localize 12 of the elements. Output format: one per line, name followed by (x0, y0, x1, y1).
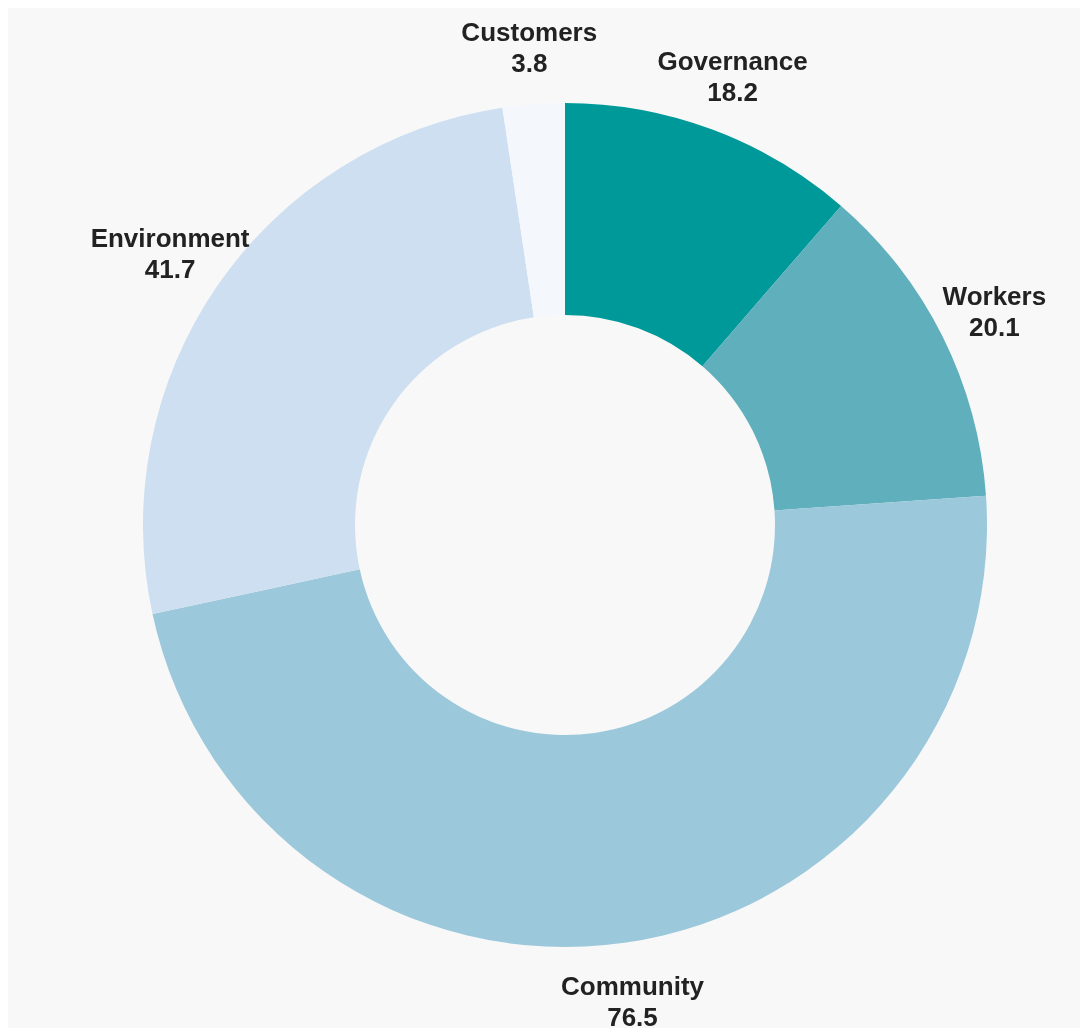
slice-label: Environment (90, 222, 250, 253)
data-label: 3.8 (511, 48, 548, 79)
data-label: 41.7 (144, 254, 196, 285)
donut-slice (152, 495, 987, 947)
data-label: 18.2 (707, 77, 758, 108)
data-label: 20.1 (969, 312, 1020, 343)
slice-label: Customers (461, 17, 598, 48)
slice-label: Workers (942, 281, 1047, 312)
slice-label: Community (561, 971, 705, 1002)
slice-label: Governance (657, 46, 808, 77)
donut-slice (565, 103, 842, 367)
data-label: 76.5 (607, 1002, 658, 1033)
